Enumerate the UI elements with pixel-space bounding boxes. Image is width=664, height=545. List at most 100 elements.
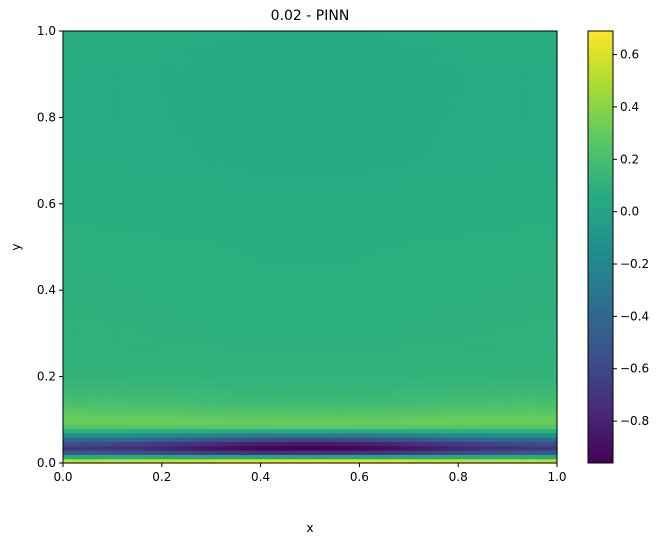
heatmap-cell bbox=[438, 242, 449, 248]
heatmap-cell bbox=[72, 290, 84, 296]
heatmap-cell bbox=[142, 277, 153, 283]
heatmap-cell bbox=[142, 298, 153, 304]
heatmap-cell bbox=[468, 411, 479, 417]
heatmap-cell bbox=[438, 126, 449, 131]
heatmap-cell bbox=[329, 320, 341, 326]
heatmap-cell bbox=[181, 69, 193, 75]
heatmap-cell bbox=[63, 56, 74, 62]
heatmap-cell bbox=[161, 182, 173, 188]
heatmap-cell bbox=[329, 216, 341, 222]
heatmap-cell bbox=[181, 156, 193, 162]
heatmap-cell bbox=[477, 43, 489, 49]
heatmap-cell bbox=[468, 108, 479, 114]
heatmap-cell bbox=[497, 31, 509, 36]
heatmap-cell bbox=[408, 74, 420, 80]
heatmap-cell bbox=[260, 320, 272, 326]
heatmap-cell bbox=[458, 342, 469, 347]
heatmap-cell bbox=[329, 74, 341, 80]
heatmap-cell bbox=[63, 31, 74, 36]
heatmap-cell bbox=[537, 139, 548, 144]
heatmap-cell bbox=[349, 242, 360, 248]
heatmap-cell bbox=[260, 281, 272, 287]
heatmap-cell bbox=[379, 458, 390, 464]
heatmap-cell bbox=[132, 242, 143, 248]
heatmap-cell bbox=[349, 61, 360, 67]
heatmap-cell bbox=[329, 177, 341, 183]
heatmap-cell bbox=[211, 359, 222, 365]
heatmap-cell bbox=[428, 380, 440, 386]
heatmap-cell bbox=[211, 69, 222, 75]
heatmap-cell bbox=[201, 156, 212, 162]
heatmap-cell bbox=[161, 251, 173, 257]
heatmap-cell bbox=[132, 372, 143, 378]
heatmap-cell bbox=[290, 419, 301, 425]
heatmap-cell bbox=[290, 376, 301, 382]
heatmap-cell bbox=[230, 164, 242, 170]
heatmap-cell bbox=[408, 402, 420, 408]
heatmap-cell bbox=[142, 151, 153, 157]
heatmap-cell bbox=[132, 43, 143, 49]
heatmap-cell bbox=[151, 329, 163, 334]
heatmap-cell bbox=[161, 39, 173, 45]
heatmap-cell bbox=[310, 87, 321, 93]
heatmap-cell bbox=[221, 182, 232, 188]
heatmap-cell bbox=[270, 359, 281, 365]
heatmap-cell bbox=[270, 333, 281, 339]
heatmap-cell bbox=[458, 169, 469, 175]
heatmap-cell bbox=[458, 294, 469, 300]
heatmap-cell bbox=[132, 294, 143, 300]
heatmap-cell bbox=[300, 311, 311, 317]
heatmap-cell bbox=[428, 346, 440, 352]
heatmap-cell bbox=[517, 324, 528, 330]
heatmap-cell bbox=[142, 367, 153, 373]
heatmap-cell bbox=[547, 251, 558, 257]
heatmap-cell bbox=[547, 298, 558, 304]
heatmap-cell bbox=[339, 441, 351, 447]
heatmap-cell bbox=[240, 311, 252, 317]
heatmap-cell bbox=[161, 126, 173, 131]
heatmap-cell bbox=[507, 208, 519, 214]
heatmap-cell bbox=[211, 65, 222, 71]
heatmap-cell bbox=[112, 251, 123, 257]
heatmap-cell bbox=[458, 238, 469, 244]
heatmap-cell bbox=[398, 182, 410, 188]
heatmap-cell bbox=[329, 367, 341, 373]
heatmap-cell bbox=[240, 113, 252, 118]
heatmap-cell bbox=[270, 285, 281, 291]
heatmap-cell bbox=[537, 450, 548, 455]
heatmap-cell bbox=[487, 221, 499, 226]
heatmap-cell bbox=[151, 406, 163, 412]
heatmap-cell bbox=[477, 31, 489, 36]
heatmap-cell bbox=[329, 298, 341, 304]
heatmap-cell bbox=[359, 307, 370, 313]
heatmap-cell bbox=[527, 212, 538, 218]
heatmap-cell bbox=[72, 225, 84, 231]
heatmap-cell bbox=[359, 372, 370, 378]
heatmap-cell bbox=[379, 359, 390, 365]
heatmap-cell bbox=[280, 242, 291, 248]
heatmap-cell bbox=[82, 151, 94, 157]
heatmap-cell bbox=[260, 52, 272, 58]
heatmap-cell bbox=[428, 126, 440, 131]
heatmap-cell bbox=[408, 320, 420, 326]
heatmap-cell bbox=[497, 281, 509, 287]
heatmap-cell bbox=[438, 415, 449, 421]
heatmap-cell bbox=[310, 95, 321, 101]
heatmap-cell bbox=[92, 52, 104, 58]
heatmap-cell bbox=[418, 268, 430, 274]
heatmap-cell bbox=[379, 298, 390, 304]
heatmap-cell bbox=[468, 126, 479, 131]
heatmap-cell bbox=[171, 177, 183, 183]
heatmap-cell bbox=[72, 69, 84, 75]
heatmap-cell bbox=[211, 415, 222, 421]
heatmap-cell bbox=[221, 255, 232, 261]
heatmap-cell bbox=[537, 156, 548, 162]
heatmap-cell bbox=[201, 82, 212, 88]
heatmap-cell bbox=[151, 117, 163, 123]
heatmap-cell bbox=[517, 255, 528, 261]
heatmap-cell bbox=[82, 316, 94, 322]
heatmap-cell bbox=[280, 82, 291, 88]
heatmap-cell bbox=[379, 367, 390, 373]
heatmap-cell bbox=[497, 424, 509, 430]
heatmap-cell bbox=[82, 100, 94, 106]
